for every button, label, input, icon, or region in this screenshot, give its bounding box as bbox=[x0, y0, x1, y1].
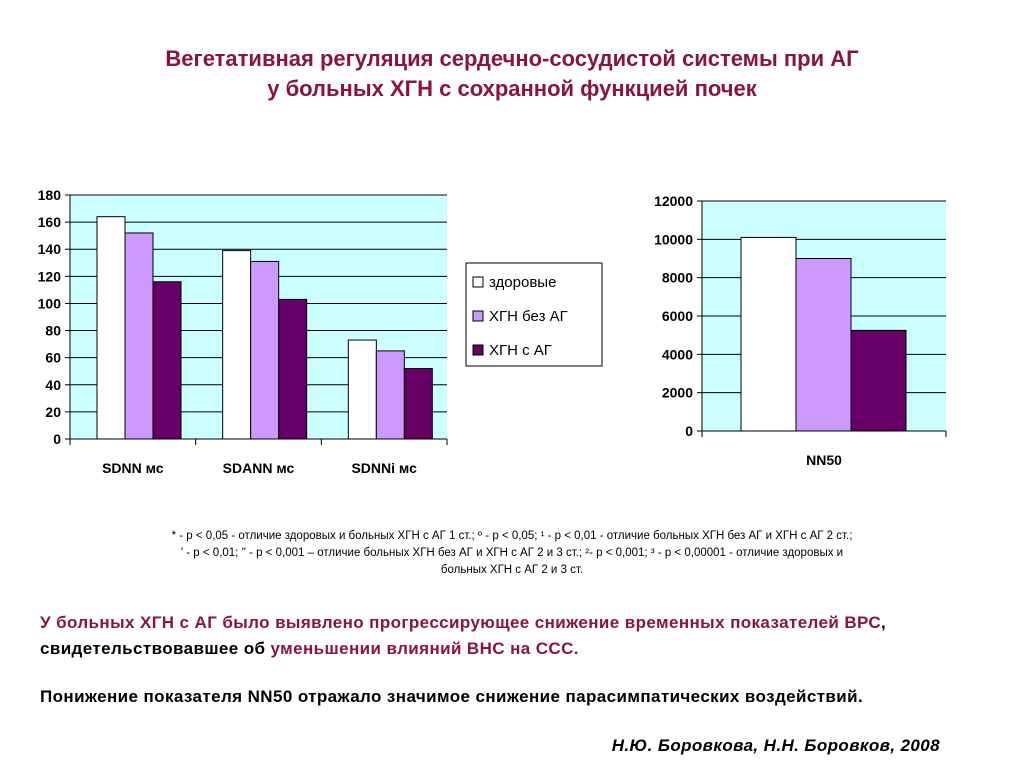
c1-y-tick-label: 80 bbox=[45, 323, 61, 339]
c1-y-tick-label: 120 bbox=[38, 268, 62, 284]
footnote-line1: * - р < 0,05 - отличие здоровых и больны… bbox=[171, 530, 853, 542]
footnote-line3: больных ХГН с АГ 2 и 3 ст. bbox=[440, 564, 584, 576]
chart1-x-tick-labels: SDNN мс SDANN мс SDNNi мс bbox=[102, 460, 417, 476]
c2-bar-hgn-ag bbox=[850, 329, 907, 432]
significance-footnote: * - р < 0,05 - отличие здоровых и больны… bbox=[60, 528, 964, 579]
chart1-legend: здоровые ХГН без АГ ХГН с АГ bbox=[465, 262, 603, 367]
c1-y-tick-label: 20 bbox=[45, 404, 61, 420]
c1-y-tick-label: 60 bbox=[45, 350, 61, 366]
slide-title-line2: у больных ХГН с сохранной функцией почек bbox=[267, 76, 757, 101]
conclusion-highlight-1: У больных ХГН с АГ было выявлено прогрес… bbox=[40, 613, 882, 632]
c1-y-tick-label: 160 bbox=[38, 214, 62, 230]
c2-y-tick-label: 8000 bbox=[662, 270, 693, 286]
footnote-line2: ' - р < 0,01; '' - р < 0,001 – отличие б… bbox=[180, 547, 844, 559]
legend-label-hgn-ag: ХГН с АГ bbox=[489, 342, 552, 359]
slide-title: Вегетативная регуляция сердечно-сосудист… bbox=[40, 44, 984, 104]
c1-x-tick-label: SDNNi мс bbox=[351, 460, 417, 476]
c2-y-tick-label: 4000 bbox=[662, 346, 693, 362]
chart2-bars bbox=[740, 236, 907, 432]
chart1-axes bbox=[65, 194, 448, 445]
c2-x-tick-label: NN50 bbox=[806, 452, 842, 468]
chart2-y-tick-labels: 0 2000 4000 6000 8000 10000 12000 bbox=[654, 193, 693, 439]
c1-y-tick-label: 40 bbox=[45, 377, 61, 393]
chart2-axes bbox=[697, 200, 947, 437]
legend-swatch-hgn-ag bbox=[472, 344, 484, 356]
c1-bar-healthy bbox=[222, 250, 252, 440]
slide-title-line1: Вегетативная регуляция сердечно-сосудист… bbox=[165, 46, 859, 71]
charts-canvas: 0 20 40 60 80 100 120 140 160 180 SDNN мс SDANN мс… bbox=[38, 187, 947, 476]
c1-bar-hgn-ag bbox=[152, 281, 182, 440]
legend-swatch-hgn-no-ag bbox=[472, 310, 484, 322]
legend-label-hgn-no-ag: ХГН без АГ bbox=[489, 308, 568, 325]
conclusion-text: У больных ХГН с АГ было выявлено прогрес… bbox=[40, 610, 990, 710]
conclusion-paragraph-1: У больных ХГН с АГ было выявлено прогрес… bbox=[40, 610, 990, 662]
legend-box bbox=[465, 262, 603, 367]
c2-y-tick-label: 2000 bbox=[662, 385, 693, 401]
legend-swatch-healthy bbox=[472, 276, 484, 288]
c1-bar-hgn-no-ag bbox=[124, 232, 154, 440]
conclusion-connector: , свидетельствовавшее об bbox=[40, 613, 887, 658]
author-citation: Н.Ю. Боровкова, Н.Н. Боровков, 2008 bbox=[611, 736, 940, 755]
c1-y-tick-label: 100 bbox=[38, 295, 62, 311]
chart1-y-tick-labels: 0 20 40 60 80 100 120 140 160 180 bbox=[38, 187, 62, 447]
c2-bar-hgn-no-ag bbox=[795, 258, 852, 432]
c2-y-tick-label: 10000 bbox=[654, 231, 693, 247]
c1-bar-hgn-ag bbox=[278, 298, 308, 440]
conclusion-paragraph-2: Понижение показателя NN50 отражало значи… bbox=[40, 687, 864, 706]
c2-y-tick-label: 6000 bbox=[662, 308, 693, 324]
c2-bar-healthy bbox=[740, 236, 797, 432]
legend-label-healthy: здоровые bbox=[489, 274, 556, 291]
chart-nn50: 0 2000 4000 6000 8000 10000 12000 NN50 bbox=[654, 193, 947, 468]
c2-y-tick-label: 12000 bbox=[654, 193, 693, 209]
c1-bar-hgn-no-ag bbox=[375, 350, 405, 440]
c1-x-tick-label: SDANN мс bbox=[223, 460, 295, 476]
chart1-bars bbox=[96, 216, 433, 440]
c1-bar-hgn-no-ag bbox=[250, 260, 280, 440]
c1-x-tick-label: SDNN мс bbox=[102, 460, 164, 476]
c1-y-tick-label: 140 bbox=[38, 241, 62, 257]
c1-bar-hgn-ag bbox=[403, 368, 433, 440]
c1-bar-healthy bbox=[96, 216, 126, 440]
chart2-x-tick-labels: NN50 bbox=[806, 452, 842, 468]
conclusion-highlight-2: уменьшении влияний ВНС на ССС. bbox=[270, 639, 579, 658]
c1-bar-healthy bbox=[347, 339, 377, 440]
c1-y-tick-label: 180 bbox=[38, 187, 62, 203]
chart-time-indices: 0 20 40 60 80 100 120 140 160 180 SDNN мс SDANN мс… bbox=[38, 187, 448, 476]
c2-y-tick-label: 0 bbox=[685, 423, 693, 439]
c1-y-tick-label: 0 bbox=[53, 431, 61, 447]
